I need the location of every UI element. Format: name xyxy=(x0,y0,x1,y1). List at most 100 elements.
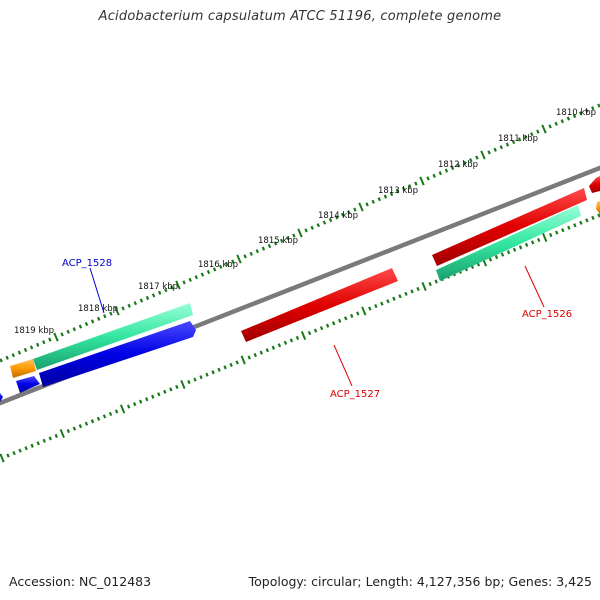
minor-tick xyxy=(518,245,523,250)
minor-tick xyxy=(578,111,583,116)
minor-tick xyxy=(368,306,372,311)
minor-tick xyxy=(164,288,168,293)
minor-tick xyxy=(434,279,438,284)
feature-orange-left[interactable] xyxy=(10,359,36,378)
gene-label-acp-1528[interactable]: ACP_1528 xyxy=(62,258,112,269)
minor-tick xyxy=(11,353,16,358)
minor-tick xyxy=(54,433,58,439)
minor-tick xyxy=(36,441,40,446)
major-tick xyxy=(119,404,126,414)
minor-tick xyxy=(392,296,396,301)
minor-tick xyxy=(536,237,541,243)
minor-tick xyxy=(247,355,251,360)
minor-tick xyxy=(328,217,333,223)
minor-tick xyxy=(524,242,529,247)
kbp-label: 1813 kbp xyxy=(378,186,418,196)
minor-tick xyxy=(187,379,191,385)
minor-tick xyxy=(292,233,296,238)
minor-tick xyxy=(29,345,34,350)
minor-tick xyxy=(505,142,510,147)
major-tick xyxy=(361,306,367,316)
feature-aqua-right[interactable] xyxy=(436,205,581,281)
minor-tick xyxy=(304,228,308,233)
minor-tick xyxy=(566,116,571,121)
feature-acp-1527-red[interactable] xyxy=(241,268,398,342)
minor-tick xyxy=(157,290,162,295)
minor-tick xyxy=(530,240,535,245)
minor-tick xyxy=(206,269,211,275)
minor-tick xyxy=(560,119,565,124)
minor-tick xyxy=(243,254,247,259)
minor-tick xyxy=(469,158,473,163)
minor-tick xyxy=(365,202,369,207)
gene-label-acp-1526[interactable]: ACP_1526 xyxy=(522,309,572,320)
minor-tick xyxy=(170,285,174,290)
kbp-label: 1817 kbp xyxy=(138,282,178,292)
minor-tick xyxy=(72,327,77,332)
minor-tick xyxy=(319,326,324,331)
minor-tick xyxy=(17,350,22,355)
minor-tick xyxy=(35,342,40,347)
minor-tick xyxy=(211,370,215,375)
minor-tick xyxy=(426,176,430,181)
major-tick xyxy=(542,232,548,243)
minor-tick xyxy=(30,443,34,448)
minor-tick xyxy=(579,220,583,225)
gene-label-acp-1527[interactable]: ACP_1527 xyxy=(330,389,380,400)
kbp-label-group: 1810 kbp 1811 kbp 1812 kbp 1813 kbp 1814 kbp… xyxy=(14,108,596,336)
minor-tick xyxy=(401,186,406,191)
minor-tick xyxy=(289,338,294,343)
minor-tick xyxy=(438,171,443,176)
leader-acp-1528 xyxy=(89,267,105,314)
minor-tick xyxy=(567,225,571,230)
minor-tick xyxy=(138,399,143,404)
minor-tick xyxy=(386,299,390,304)
feature-blue-left[interactable] xyxy=(39,321,196,387)
feature-aqua-left[interactable] xyxy=(33,303,193,370)
accession-text: Accession: NC_012483 xyxy=(9,574,152,589)
minor-tick xyxy=(42,340,46,345)
minor-tick xyxy=(5,355,9,360)
minor-tick xyxy=(511,139,516,145)
kbp-label: 1818 kbp xyxy=(78,304,118,314)
minor-tick xyxy=(573,223,577,228)
minor-tick xyxy=(456,163,461,168)
minor-tick xyxy=(523,134,528,139)
minor-tick xyxy=(205,372,209,377)
major-tick xyxy=(421,281,427,292)
feature-acp-1526-red[interactable] xyxy=(432,188,587,266)
minor-tick xyxy=(235,360,239,365)
feature-red-right-partial[interactable] xyxy=(589,176,600,193)
feature-blue-small-left[interactable] xyxy=(16,376,40,393)
minor-tick xyxy=(584,108,589,113)
minor-tick xyxy=(42,438,46,443)
minor-tick xyxy=(223,365,227,370)
minor-tick xyxy=(331,321,336,326)
minor-tick xyxy=(517,137,522,142)
minor-tick xyxy=(60,332,64,337)
minor-tick xyxy=(175,384,179,390)
minor-tick xyxy=(353,207,357,212)
minor-tick xyxy=(487,150,491,155)
feature-orange-right-partial[interactable] xyxy=(596,201,600,214)
minor-tick xyxy=(395,189,400,194)
minor-tick xyxy=(151,394,155,399)
minor-tick xyxy=(340,212,345,217)
minor-tick xyxy=(530,132,534,137)
kbp-label: 1819 kbp xyxy=(14,326,54,336)
minor-tick xyxy=(273,241,278,246)
minor-tick xyxy=(450,165,455,171)
minor-tick xyxy=(277,343,282,348)
feature-blue-edge-left[interactable] xyxy=(0,393,3,402)
minor-tick xyxy=(261,246,266,251)
minor-tick xyxy=(249,251,253,256)
kbp-label: 1812 kbp xyxy=(438,160,478,170)
minor-tick xyxy=(0,358,3,363)
minor-tick xyxy=(265,348,270,353)
minor-tick xyxy=(493,147,497,152)
minor-tick xyxy=(229,362,233,367)
minor-tick xyxy=(231,259,235,264)
kbp-label: 1816 kbp xyxy=(198,260,238,270)
minor-tick xyxy=(512,247,517,252)
minor-tick xyxy=(121,306,125,311)
